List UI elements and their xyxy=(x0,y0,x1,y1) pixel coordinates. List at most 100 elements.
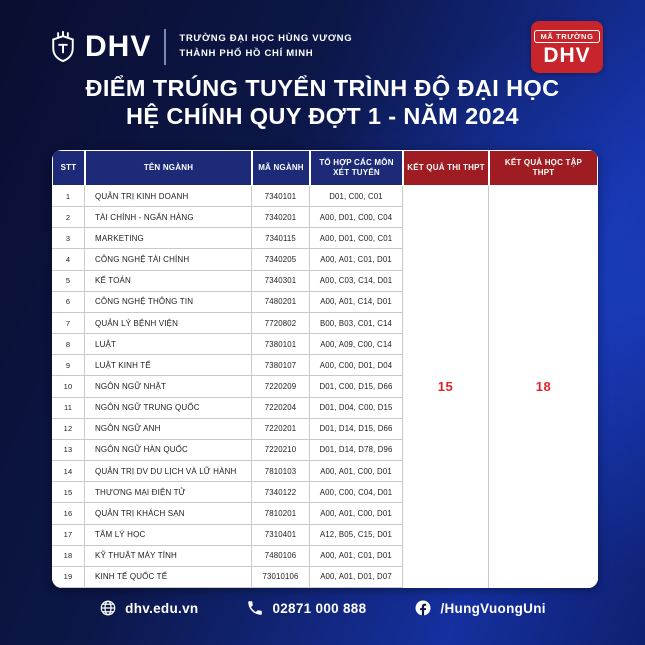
page-title-line2: HỆ CHÍNH QUY ĐỢT 1 - NĂM 2024 xyxy=(126,102,519,129)
row-number: 2 xyxy=(52,207,85,229)
major-name: NGÔN NGỮ ANH xyxy=(85,418,252,440)
major-code: 7810103 xyxy=(252,461,310,483)
row-number: 4 xyxy=(52,249,85,271)
row-number: 19 xyxy=(52,566,85,588)
facebook-item: /HungVuongUni xyxy=(414,599,546,617)
major-name: TÀI CHÍNH - NGÂN HÀNG xyxy=(85,207,252,229)
subject-combos: D01, D04, C00, D15 xyxy=(310,397,403,419)
phone-item: 02871 000 888 xyxy=(246,599,366,617)
subject-combos: A00, A01, C00, D01 xyxy=(310,503,403,525)
major-name: KỸ THUẬT MÁY TÍNH xyxy=(85,545,252,567)
school-code-label: MÃ TRƯỜNG xyxy=(534,29,600,43)
major-name: QUẢN TRỊ KHÁCH SẠN xyxy=(85,503,252,525)
major-name: QUẢN TRỊ DV DU LỊCH VÀ LỮ HÀNH xyxy=(85,461,252,483)
major-name: LUẬT KINH TẾ xyxy=(85,355,252,377)
row-number: 14 xyxy=(52,461,85,483)
major-code: 7220204 xyxy=(252,397,310,419)
major-code: 7220201 xyxy=(252,418,310,440)
subject-combos: A12, B05, C15, D01 xyxy=(310,524,403,546)
row-number: 9 xyxy=(52,355,85,377)
row-number: 1 xyxy=(52,186,85,208)
website-text: dhv.edu.vn xyxy=(125,600,199,616)
major-code: 7380101 xyxy=(252,334,310,356)
major-code: 7810201 xyxy=(252,503,310,525)
subject-combos: A00, D01, C00, C04 xyxy=(310,207,403,229)
brand-wordmark: DHV xyxy=(85,30,152,63)
major-name: CÔNG NGHỆ TÀI CHÍNH xyxy=(85,249,252,271)
subject-combos: A00, A09, C00, C14 xyxy=(310,334,403,356)
admission-scores-table: STT TÊN NGÀNH MÃ NGÀNH TỔ HỢP CÁC MÔN XÉ… xyxy=(52,150,598,588)
major-code: 7720802 xyxy=(252,312,310,335)
subject-combos: A00, C00, C04, D01 xyxy=(310,482,403,504)
major-name: THƯƠNG MẠI ĐIỆN TỬ xyxy=(85,482,252,504)
row-number: 5 xyxy=(52,270,85,292)
subject-combos: A00, A01, C01, D01 xyxy=(310,545,403,567)
dhv-shield-logo-icon xyxy=(52,30,74,63)
row-number: 3 xyxy=(52,228,85,250)
facebook-icon xyxy=(415,600,431,616)
subject-combos: A00, C03, C14, D01 xyxy=(310,270,403,292)
contact-footer: dhv.edu.vn 02871 000 888 /HungVuongUni xyxy=(0,599,645,617)
row-number: 7 xyxy=(52,312,85,335)
row-number: 17 xyxy=(52,524,85,546)
major-name: NGÔN NGỮ NHẬT xyxy=(85,376,252,398)
column-header-transcript-score: KẾT QUẢ HỌC TẬP THPT xyxy=(489,150,598,186)
brand-divider xyxy=(164,29,167,65)
university-name-line1: TRƯỜNG ĐẠI HỌC HÙNG VƯƠNG xyxy=(179,33,353,45)
major-name: KINH TẾ QUỐC TẾ xyxy=(85,566,252,588)
row-number: 11 xyxy=(52,397,85,419)
column-header-exam-score: KẾT QUẢ THI THPT xyxy=(403,150,489,186)
exam-score-value: 15 xyxy=(403,186,489,588)
page-title-line1: ĐIỂM TRÚNG TUYỂN TRÌNH ĐỘ ĐẠI HỌC xyxy=(85,75,560,101)
subject-combos: D01, D14, D78, D96 xyxy=(310,439,403,462)
row-number: 18 xyxy=(52,545,85,567)
subject-combos: A00, A01, C01, D01 xyxy=(310,249,403,271)
university-name: TRƯỜNG ĐẠI HỌC HÙNG VƯƠNG THÀNH PHỐ HỒ C… xyxy=(179,32,352,61)
major-code: 7340205 xyxy=(252,249,310,271)
globe-icon xyxy=(100,600,116,616)
row-number: 10 xyxy=(52,376,85,398)
major-name: MARKETING xyxy=(85,228,252,250)
subject-combos: A00, A01, C14, D01 xyxy=(310,291,403,313)
major-code: 7380107 xyxy=(252,355,310,377)
major-code: 7310401 xyxy=(252,524,310,546)
major-name: LUẬT xyxy=(85,334,252,356)
subject-combos: A00, A01, D01, D07 xyxy=(310,566,403,588)
phone-text: 02871 000 888 xyxy=(272,600,367,616)
row-number: 16 xyxy=(52,503,85,525)
major-code: 7340201 xyxy=(252,207,310,229)
major-code: 7220210 xyxy=(252,439,310,462)
row-number: 13 xyxy=(52,439,85,462)
major-name: QUẢN TRỊ KINH DOANH xyxy=(85,186,252,208)
subject-combos: D01, D14, D15, D66 xyxy=(310,418,403,440)
major-name: KẾ TOÁN xyxy=(85,270,252,292)
row-number: 15 xyxy=(52,482,85,504)
column-header-major-name: TÊN NGÀNH xyxy=(85,150,252,186)
major-name: TÂM LÝ HỌC xyxy=(85,524,252,546)
major-name: QUẢN LÝ BỆNH VIỆN xyxy=(85,312,252,335)
row-number: 8 xyxy=(52,334,85,356)
school-code-badge: MÃ TRƯỜNG DHV xyxy=(531,20,603,74)
row-number: 12 xyxy=(52,418,85,440)
major-code: 7340301 xyxy=(252,270,310,292)
subject-combos: A00, A01, C00, D01 xyxy=(310,461,403,483)
website-item: dhv.edu.vn xyxy=(99,599,198,617)
school-code-value: DHV xyxy=(543,43,591,67)
subject-combos: A00, D01, C00, C01 xyxy=(310,228,403,250)
major-code: 7340115 xyxy=(252,228,310,250)
major-code: 7340101 xyxy=(252,186,310,208)
major-code: 73010106 xyxy=(252,566,310,588)
header-bar: DHV TRƯỜNG ĐẠI HỌC HÙNG VƯƠNG THÀNH PHỐ … xyxy=(50,20,603,74)
column-header-major-code: MÃ NGÀNH xyxy=(252,150,310,186)
column-header-stt: STT xyxy=(52,150,85,186)
row-number: 6 xyxy=(52,291,85,313)
major-name: NGÔN NGỮ HÀN QUỐC xyxy=(85,439,252,462)
subject-combos: B00, B03, C01, C14 xyxy=(310,312,403,335)
transcript-score-value: 18 xyxy=(489,186,598,588)
major-code: 7220209 xyxy=(252,376,310,398)
facebook-text: /HungVuongUni xyxy=(440,600,546,616)
subject-combos: A00, C00, D01, D04 xyxy=(310,355,403,377)
column-header-subject-combos: TỔ HỢP CÁC MÔN XÉT TUYỂN xyxy=(310,150,403,186)
major-code: 7340122 xyxy=(252,482,310,504)
subject-combos: D01, C00, D15, D66 xyxy=(310,376,403,398)
